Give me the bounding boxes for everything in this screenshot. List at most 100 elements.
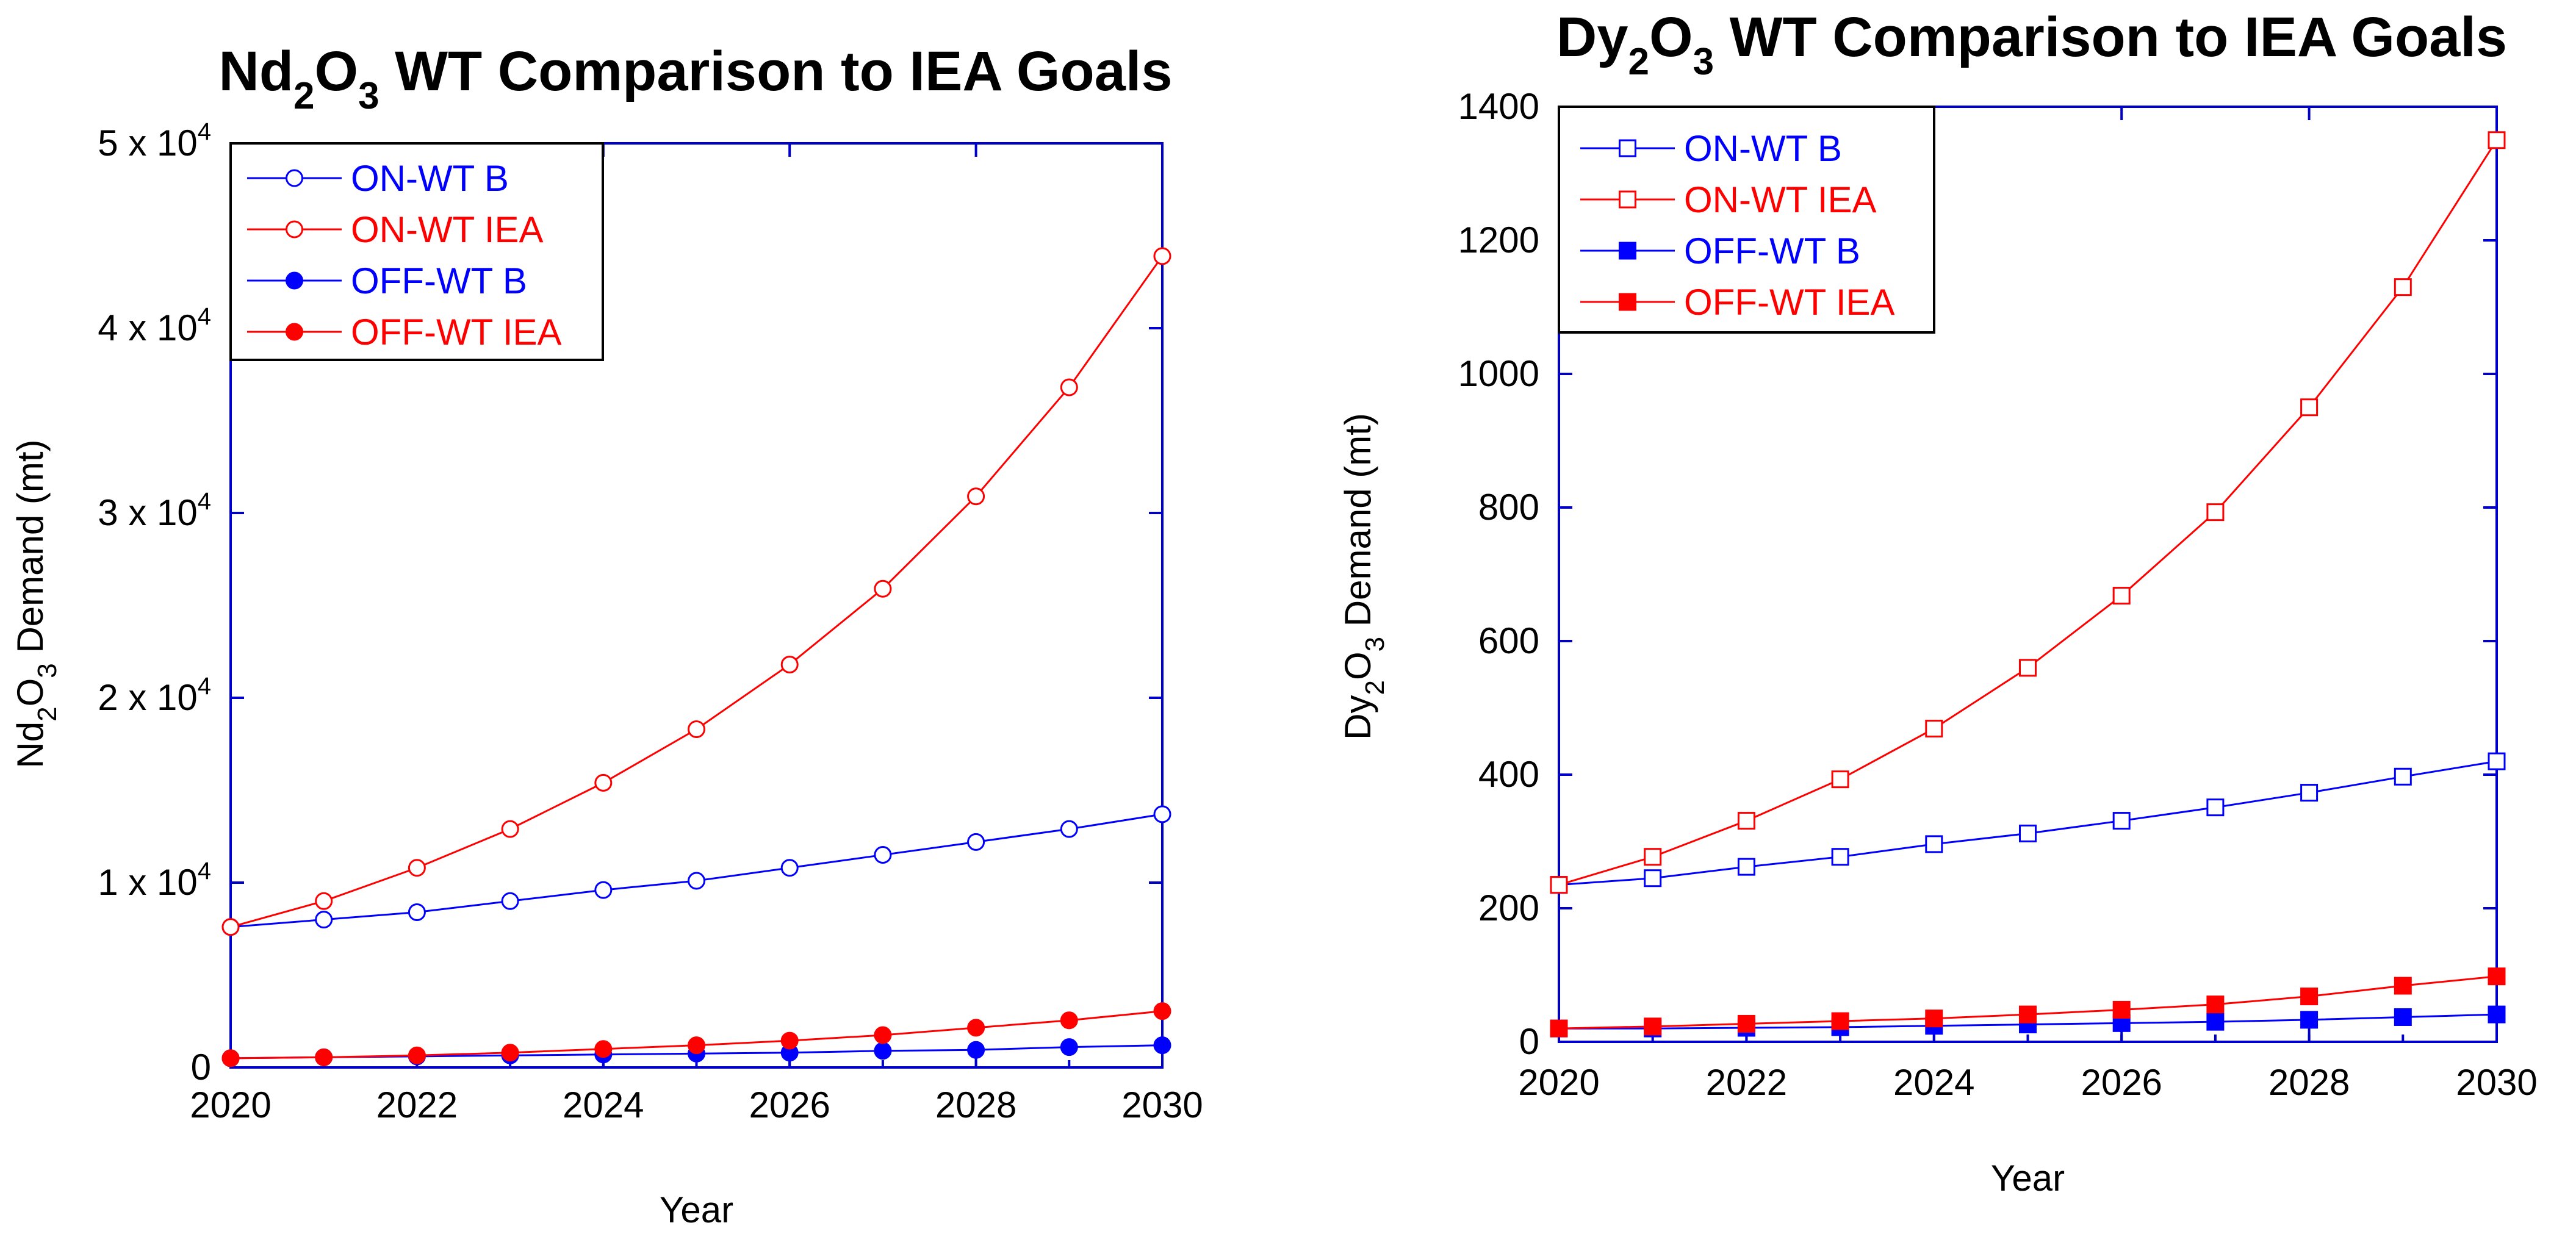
data-point bbox=[1060, 1011, 1078, 1030]
x-axis-title: Year bbox=[660, 1189, 733, 1230]
data-point bbox=[1153, 247, 1171, 265]
y-tick-label: 1000 bbox=[1458, 353, 1539, 394]
data-point bbox=[408, 1046, 426, 1064]
y-tick-label-base: 200 bbox=[1478, 888, 1539, 928]
y-tick-label: 5 x 104 bbox=[98, 118, 211, 163]
chart-title-suffix: WT Comparison to IEA Goals bbox=[1714, 6, 2507, 68]
data-point bbox=[2112, 812, 2131, 830]
y-tick-label-base: 4 x 10 bbox=[98, 307, 197, 348]
y-tick-label-base: 1400 bbox=[1458, 86, 1539, 127]
data-point bbox=[1737, 812, 1755, 830]
chart-title-sub1: 2 bbox=[293, 75, 314, 117]
data-point bbox=[967, 487, 985, 506]
y-axis-title: Dy2O3 Demand (mt) bbox=[1337, 413, 1390, 740]
y-axis-title-sub1: 2 bbox=[32, 706, 62, 721]
x-tick-label: 2022 bbox=[1706, 1062, 1787, 1103]
legend-marker bbox=[286, 169, 303, 187]
data-point bbox=[2394, 1008, 2412, 1026]
y-tick-label-base: 400 bbox=[1478, 754, 1539, 795]
y-tick-label: 0 bbox=[1519, 1021, 1539, 1062]
data-point bbox=[315, 1048, 333, 1066]
series-on-wt-iea bbox=[221, 247, 1171, 936]
data-point bbox=[501, 892, 519, 910]
data-point bbox=[2394, 278, 2412, 296]
data-point bbox=[1060, 1038, 1078, 1056]
y-tick-label-exp: 4 bbox=[198, 488, 211, 515]
legend-marker bbox=[286, 323, 303, 341]
y-tick-label: 1200 bbox=[1458, 220, 1539, 260]
data-point bbox=[967, 1041, 985, 1059]
chart-title-mid: O bbox=[1649, 6, 1693, 68]
data-point bbox=[1831, 770, 1849, 789]
data-point bbox=[2488, 1005, 2506, 1024]
chart-title-prefix: Dy bbox=[1556, 6, 1628, 68]
y-tick-label: 4 x 104 bbox=[98, 303, 211, 348]
data-point bbox=[315, 892, 333, 910]
data-point bbox=[315, 911, 333, 929]
y-tick-label: 2 x 104 bbox=[98, 673, 211, 718]
series-line bbox=[230, 813, 1163, 928]
y-tick-label: 1 x 104 bbox=[98, 858, 211, 903]
legend-label: OFF-WT IEA bbox=[1684, 282, 1895, 323]
y-tick-label-exp: 4 bbox=[198, 673, 211, 700]
x-tick-label: 2020 bbox=[1518, 1062, 1599, 1103]
y-axis-title-prefix: Nd bbox=[10, 722, 51, 769]
x-tick-label: 2026 bbox=[749, 1085, 830, 1125]
legend-marker bbox=[1619, 242, 1636, 260]
data-point bbox=[2394, 977, 2412, 995]
data-point bbox=[2300, 398, 2319, 417]
y-tick-label-base: 5 x 10 bbox=[98, 123, 197, 163]
data-point bbox=[1060, 820, 1078, 838]
data-point bbox=[1153, 805, 1171, 823]
data-point bbox=[2206, 798, 2225, 817]
data-point bbox=[594, 773, 613, 792]
data-point bbox=[688, 872, 705, 890]
data-point bbox=[2488, 967, 2506, 986]
legend-label: ON-WT B bbox=[1684, 128, 1842, 169]
data-point bbox=[2019, 1005, 2037, 1024]
legend-label: ON-WT B bbox=[351, 158, 509, 199]
data-point bbox=[688, 1036, 705, 1055]
y-tick-label-base: 0 bbox=[191, 1047, 211, 1088]
y-axis-title-sub1: 2 bbox=[1360, 680, 1390, 695]
data-point bbox=[1153, 1036, 1171, 1055]
chart-title-sub1: 2 bbox=[1628, 41, 1649, 83]
data-point bbox=[967, 833, 985, 851]
x-tick-label: 2024 bbox=[1893, 1062, 1974, 1103]
data-point bbox=[2300, 1011, 2319, 1029]
data-point bbox=[2019, 824, 2037, 842]
x-axis-title: Year bbox=[1991, 1158, 2065, 1199]
y-tick-label: 1400 bbox=[1458, 86, 1539, 127]
data-point bbox=[1060, 378, 1078, 396]
data-point bbox=[1550, 1019, 1568, 1038]
data-point bbox=[1831, 1012, 1849, 1030]
chart-title: Nd2O3 WT Comparison to IEA Goals bbox=[218, 40, 1172, 117]
data-point bbox=[780, 1031, 799, 1050]
x-tick-label: 2030 bbox=[1121, 1085, 1203, 1125]
data-point bbox=[874, 846, 892, 864]
legend-marker bbox=[1619, 293, 1636, 311]
legend-label: OFF-WT IEA bbox=[351, 312, 562, 353]
data-point bbox=[1737, 1014, 1755, 1033]
legend-label: OFF-WT B bbox=[1684, 231, 1860, 271]
data-point bbox=[1831, 848, 1849, 866]
chart-title-sub2: 3 bbox=[358, 75, 379, 117]
y-tick-label-base: 3 x 10 bbox=[98, 492, 197, 533]
data-point bbox=[2206, 1013, 2225, 1031]
y-axis-title-sub2: 3 bbox=[32, 663, 62, 678]
legend-label: OFF-WT B bbox=[351, 260, 527, 301]
legend-label: ON-WT IEA bbox=[351, 209, 544, 250]
y-tick-label: 400 bbox=[1478, 754, 1539, 795]
chart-title-prefix: Nd bbox=[218, 40, 293, 102]
data-point bbox=[501, 1044, 519, 1062]
y-axis-title: Nd2O3 Demand (mt) bbox=[10, 439, 62, 768]
chart-title: Dy2O3 WT Comparison to IEA Goals bbox=[1556, 6, 2507, 83]
data-point bbox=[2112, 1000, 2131, 1019]
data-point bbox=[874, 579, 892, 598]
series-off-wt-iea bbox=[1550, 967, 2506, 1038]
x-tick-label: 2020 bbox=[190, 1085, 271, 1125]
data-point bbox=[501, 820, 519, 838]
y-tick-label-base: 800 bbox=[1478, 487, 1539, 528]
data-point bbox=[221, 1049, 240, 1067]
data-point bbox=[2206, 995, 2225, 1014]
